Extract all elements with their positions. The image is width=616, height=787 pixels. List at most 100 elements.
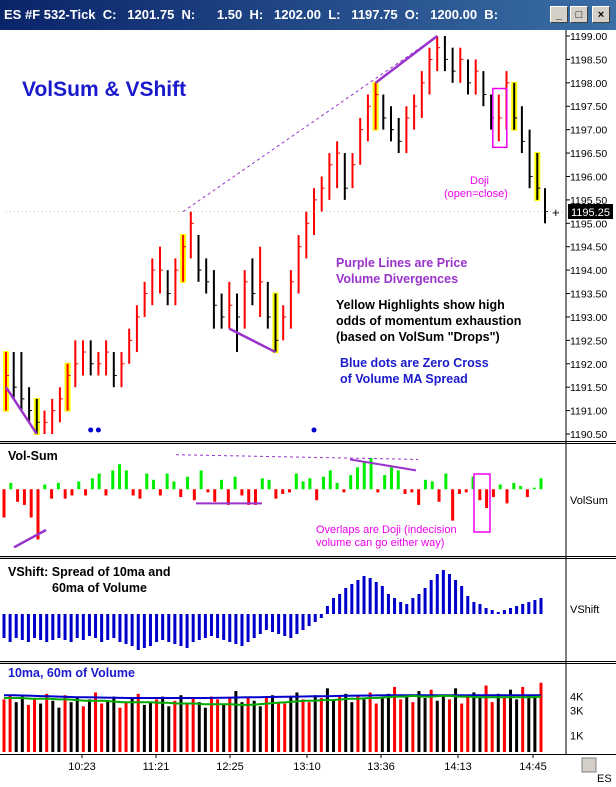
volume-bar: [234, 691, 238, 752]
volume-bar: [20, 696, 24, 752]
time-label: 14:13: [444, 761, 472, 773]
vshift-bar: [417, 594, 421, 614]
volume-bar: [325, 688, 329, 752]
maximize-button[interactable]: □: [570, 6, 588, 23]
vshift-bar: [295, 614, 299, 634]
vshift-bar: [185, 614, 189, 648]
price-axis-label: 1190.50: [570, 429, 607, 441]
ma10-line: [4, 694, 542, 706]
vshift-bar: [368, 578, 372, 614]
volume-bar: [100, 703, 104, 752]
volume-bar: [167, 706, 171, 752]
doji-box: [492, 87, 508, 149]
vshift-bar: [350, 584, 354, 614]
vshift-panel[interactable]: [0, 559, 566, 661]
window-title: ES #F 532-Tick C: 1201.75 N: 1.50 H: 120…: [4, 7, 499, 22]
minimize-button[interactable]: _: [550, 6, 568, 23]
time-label: 13:10: [293, 761, 321, 773]
vshift-bar: [527, 602, 531, 614]
volume-bar: [478, 698, 482, 752]
price-panel[interactable]: [0, 30, 566, 441]
vshift-bars: [2, 570, 543, 650]
volsum-bar: [199, 470, 203, 490]
volume-bar: [203, 707, 207, 752]
vshift-bar: [521, 604, 525, 614]
volsum-bar: [410, 489, 414, 493]
yellow-note-line3: (based on VolSum "Drops"): [336, 330, 500, 344]
vshift-bar: [496, 612, 500, 614]
price-divergence-line: [374, 35, 438, 84]
volume-bar: [142, 704, 146, 752]
price-axis-label: 1192.50: [570, 335, 607, 347]
vshift-bar: [234, 614, 238, 644]
volume-bar: [423, 698, 427, 752]
volume-bar: [301, 699, 305, 752]
volume-bar: [386, 693, 390, 752]
volume-axis-label: 4K: [570, 692, 584, 704]
volume-bar: [8, 695, 12, 752]
volume-bar: [271, 695, 274, 752]
time-label: 13:36: [367, 761, 395, 773]
volume-bar: [2, 699, 6, 752]
volume-bar: [179, 695, 183, 752]
volume-bar: [515, 699, 519, 752]
volsum-bar: [9, 482, 13, 490]
scroll-button[interactable]: [581, 757, 597, 773]
close-button[interactable]: ×: [592, 6, 610, 23]
time-axis: [0, 755, 616, 787]
volume-bar: [130, 698, 134, 752]
vshift-title-line1: VShift: Spread of 10ma and: [8, 565, 171, 579]
vshift-bar: [216, 614, 220, 638]
volsum-bar: [206, 489, 210, 493]
overlap-note-line2: volume can go either way): [316, 537, 444, 549]
vshift-bar: [100, 614, 104, 642]
vshift-bar: [362, 576, 366, 614]
doji-label: Doji: [470, 175, 489, 187]
volume-bar: [435, 700, 439, 752]
volsum-panel[interactable]: [0, 444, 566, 556]
current-price-label: 1195.25: [571, 207, 610, 219]
volsum-bar: [335, 482, 339, 490]
vshift-bar: [466, 596, 470, 614]
volume-bar: [289, 696, 293, 752]
volume-bar: [209, 696, 213, 752]
volsum-bar: [294, 473, 298, 490]
volume-bar: [454, 688, 458, 752]
chart-title: VolSum & VShift: [22, 78, 186, 101]
volsum-bar: [247, 489, 251, 505]
volsum-bar: [172, 481, 176, 490]
volsum-bar: [192, 489, 196, 501]
volsum-bar: [267, 479, 271, 490]
volume-bar: [319, 698, 323, 752]
price-axis-label: 1191.50: [570, 382, 607, 394]
price-divergence-line: [228, 327, 277, 354]
volume-bar: [350, 702, 354, 752]
price-annotations: [4, 35, 566, 435]
vshift-bar: [197, 614, 201, 640]
volsum-bar: [505, 489, 509, 504]
volume-bar: [380, 698, 384, 752]
vshift-bar: [222, 614, 226, 640]
volume-bar: [197, 702, 201, 752]
volume-bar: [307, 702, 311, 752]
volsum-bars: [2, 454, 543, 549]
volsum-bar: [444, 473, 448, 490]
title-bar[interactable]: ES #F 532-Tick C: 1201.75 N: 1.50 H: 120…: [0, 0, 616, 30]
volume-bar: [521, 686, 525, 752]
vshift-bar: [319, 614, 323, 618]
volume-bar: [411, 702, 415, 752]
volsum-bar: [519, 486, 523, 490]
volsum-bar: [437, 489, 441, 502]
volsum-bar: [274, 489, 278, 499]
vshift-bar: [374, 582, 378, 614]
volsum-bar: [240, 489, 244, 496]
vshift-bar: [173, 614, 177, 644]
volsum-bar: [179, 489, 183, 498]
volume-bar: [57, 707, 61, 752]
volsum-bar: [287, 489, 291, 493]
volsum-bar: [471, 476, 475, 490]
vshift-bar: [75, 614, 79, 638]
volsum-bar: [22, 489, 26, 505]
vshift-bar: [69, 614, 73, 642]
vshift-title-line2: 60ma of Volume: [52, 581, 147, 595]
